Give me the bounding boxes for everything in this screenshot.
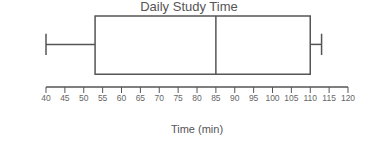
svg-text:50: 50 xyxy=(79,93,89,103)
svg-text:45: 45 xyxy=(60,93,70,103)
svg-text:100: 100 xyxy=(265,93,279,103)
svg-text:85: 85 xyxy=(211,93,221,103)
svg-text:Time (min): Time (min) xyxy=(171,123,223,135)
svg-text:40: 40 xyxy=(41,93,51,103)
svg-text:120: 120 xyxy=(341,93,355,103)
svg-text:75: 75 xyxy=(173,93,183,103)
svg-text:55: 55 xyxy=(98,93,108,103)
svg-text:90: 90 xyxy=(230,93,240,103)
svg-text:110: 110 xyxy=(303,93,317,103)
svg-text:115: 115 xyxy=(322,93,336,103)
svg-text:95: 95 xyxy=(249,93,259,103)
svg-text:80: 80 xyxy=(192,93,202,103)
svg-text:70: 70 xyxy=(155,93,165,103)
svg-text:65: 65 xyxy=(136,93,146,103)
svg-text:105: 105 xyxy=(284,93,298,103)
svg-text:60: 60 xyxy=(117,93,127,103)
html-text:Daily Study Time: Daily Study Time xyxy=(140,0,238,14)
